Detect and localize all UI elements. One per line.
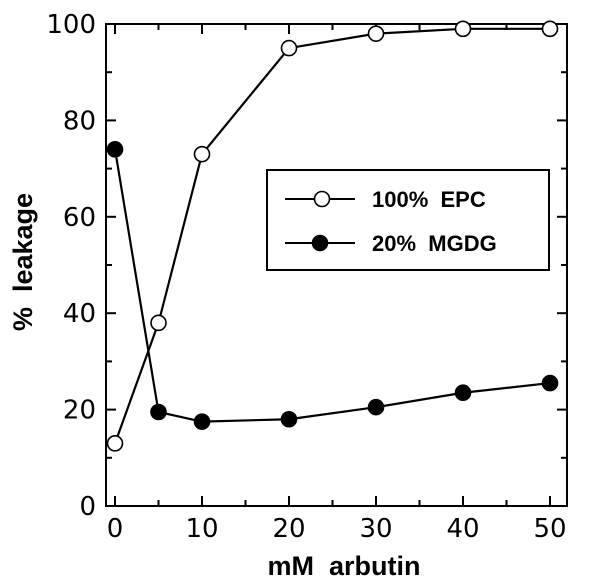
x-axis-title: mM arbutin <box>268 551 421 581</box>
data-point-series-0 <box>541 20 559 38</box>
y-tick-label: 20 <box>63 396 96 426</box>
x-tick-label: 30 <box>359 514 392 544</box>
x-tick-label: 50 <box>533 514 566 544</box>
data-point-series-0 <box>150 314 167 332</box>
data-point-series-0 <box>193 145 211 163</box>
legend-label-epc: 100% EPC <box>372 187 486 212</box>
legend: 100% EPC 20% MGDG <box>266 169 550 271</box>
x-tick-label: 10 <box>185 514 218 544</box>
data-point-series-1 <box>106 141 124 158</box>
data-point-series-0 <box>280 39 298 57</box>
data-point-series-1 <box>150 403 167 421</box>
x-tick-label: 40 <box>446 514 479 544</box>
data-point-series-1 <box>280 410 298 428</box>
x-tick-label: 0 <box>107 514 124 544</box>
y-tick-label: 0 <box>79 492 96 522</box>
data-point-series-0 <box>106 435 124 452</box>
y-axis-title: % leakage <box>8 193 38 331</box>
data-point-series-1 <box>367 398 385 416</box>
data-point-series-0 <box>367 25 385 42</box>
y-tick-label: 40 <box>63 299 96 329</box>
data-point-series-0 <box>454 20 472 38</box>
y-tick-label: 100 <box>46 10 96 40</box>
legend-marker-epc <box>313 190 331 208</box>
legend-marker-mgdg <box>311 234 329 252</box>
y-tick-label: 60 <box>63 203 96 233</box>
data-point-series-1 <box>454 384 472 402</box>
legend-label-mgdg: 20% MGDG <box>372 231 497 256</box>
axis-tick-labels: 0 10 20 30 40 50 0 20 40 60 80 100 <box>46 10 566 544</box>
legend-box <box>266 169 550 271</box>
x-tick-label: 20 <box>272 514 305 544</box>
data-point-series-1 <box>193 413 211 430</box>
data-point-series-1 <box>541 374 559 392</box>
y-tick-label: 80 <box>63 106 96 136</box>
series-layer <box>106 20 559 452</box>
